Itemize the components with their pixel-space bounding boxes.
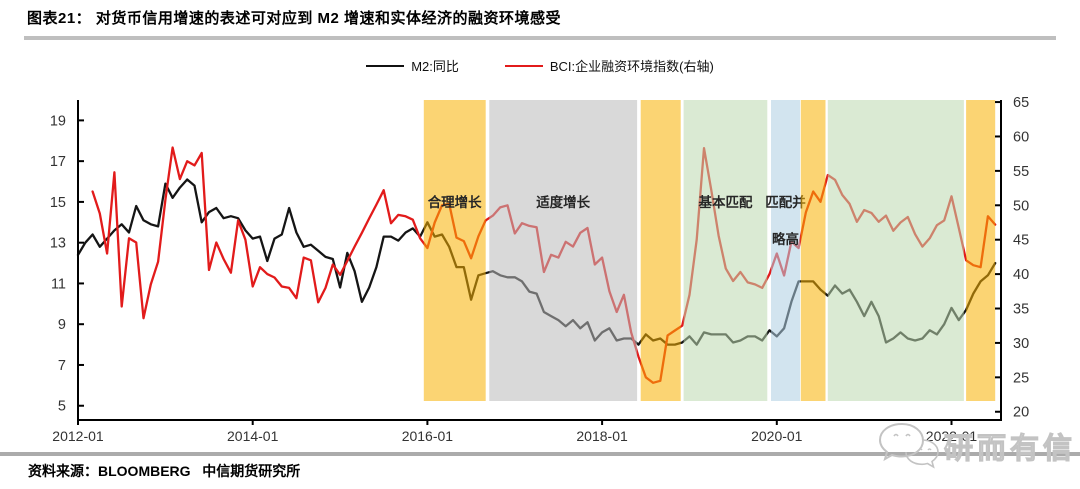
right-axis-tick-label: 60 (1013, 130, 1029, 146)
phase-band-5 (800, 100, 826, 401)
left-axis-tick-label: 5 (58, 399, 66, 415)
left-axis-tick-label: 9 (58, 317, 66, 333)
bci-line-swatch (504, 64, 543, 67)
chart-legend: M2:同比 BCI:企业融资环境指数(右轴) (0, 56, 1080, 75)
x-axis-tick-label: 2018-01 (576, 428, 628, 444)
phase-label-0: 合理增长 (428, 194, 482, 210)
footer-divider (0, 452, 1080, 456)
phase-label-1: 适度增长 (536, 194, 590, 210)
right-axis-tick-label: 45 (1013, 233, 1029, 249)
legend-label-bci: BCI:企业融资环境指数(右轴) (549, 59, 714, 74)
phase-band-4 (771, 100, 801, 401)
left-axis-tick-label: 17 (50, 154, 66, 170)
chart-title: 图表21： 对货币信用增速的表述可对应到 M2 增速和实体经济的融资环境感受 (27, 10, 562, 27)
phase-label-4: 匹配并 (765, 194, 806, 210)
axis-frame (77, 100, 1002, 421)
left-axis-tick-label: 19 (50, 113, 66, 129)
phase-band-1 (489, 100, 638, 401)
right-axis-tick-label: 30 (1013, 336, 1029, 352)
x-axis-tick-label: 2014-01 (227, 428, 279, 444)
left-axis-tick-label: 15 (50, 195, 66, 211)
phase-band-3 (683, 100, 768, 401)
left-axis-tick-label: 11 (51, 276, 66, 292)
phase-band-0 (423, 100, 486, 401)
source-note: 资料来源：BLOOMBERG 中信期货研究所 (28, 463, 301, 479)
right-axis-tick-label: 65 (1013, 95, 1029, 111)
right-axis-tick-label: 25 (1013, 370, 1029, 386)
phase-band-6 (827, 100, 964, 401)
right-axis-tick-label: 35 (1013, 302, 1029, 318)
x-axis-tick-label: 2020-01 (751, 428, 803, 444)
phase-band-2 (640, 100, 681, 401)
phase-band-7 (966, 100, 996, 401)
title-divider (24, 36, 1056, 40)
legend-item-m2: M2:同比 (366, 56, 459, 75)
phase-label-4: 略高 (772, 231, 799, 247)
phase-label-3: 基本匹配 (699, 194, 753, 210)
m2-line-swatch (366, 64, 405, 67)
left-axis-tick-label: 7 (58, 358, 66, 374)
left-axis-tick-label: 13 (50, 236, 66, 252)
legend-label-m2: M2:同比 (411, 59, 459, 74)
right-axis-tick-label: 20 (1013, 405, 1029, 421)
right-axis-tick-label: 40 (1013, 267, 1029, 283)
legend-item-bci: BCI:企业融资环境指数(右轴) (504, 56, 714, 75)
x-axis-tick-label: 2012-01 (52, 428, 104, 444)
right-axis-tick-label: 55 (1013, 164, 1029, 180)
x-axis-tick-label: 2016-01 (402, 428, 454, 444)
x-axis-tick-label: 2022-01 (926, 428, 978, 444)
right-axis-tick-label: 50 (1013, 198, 1029, 214)
